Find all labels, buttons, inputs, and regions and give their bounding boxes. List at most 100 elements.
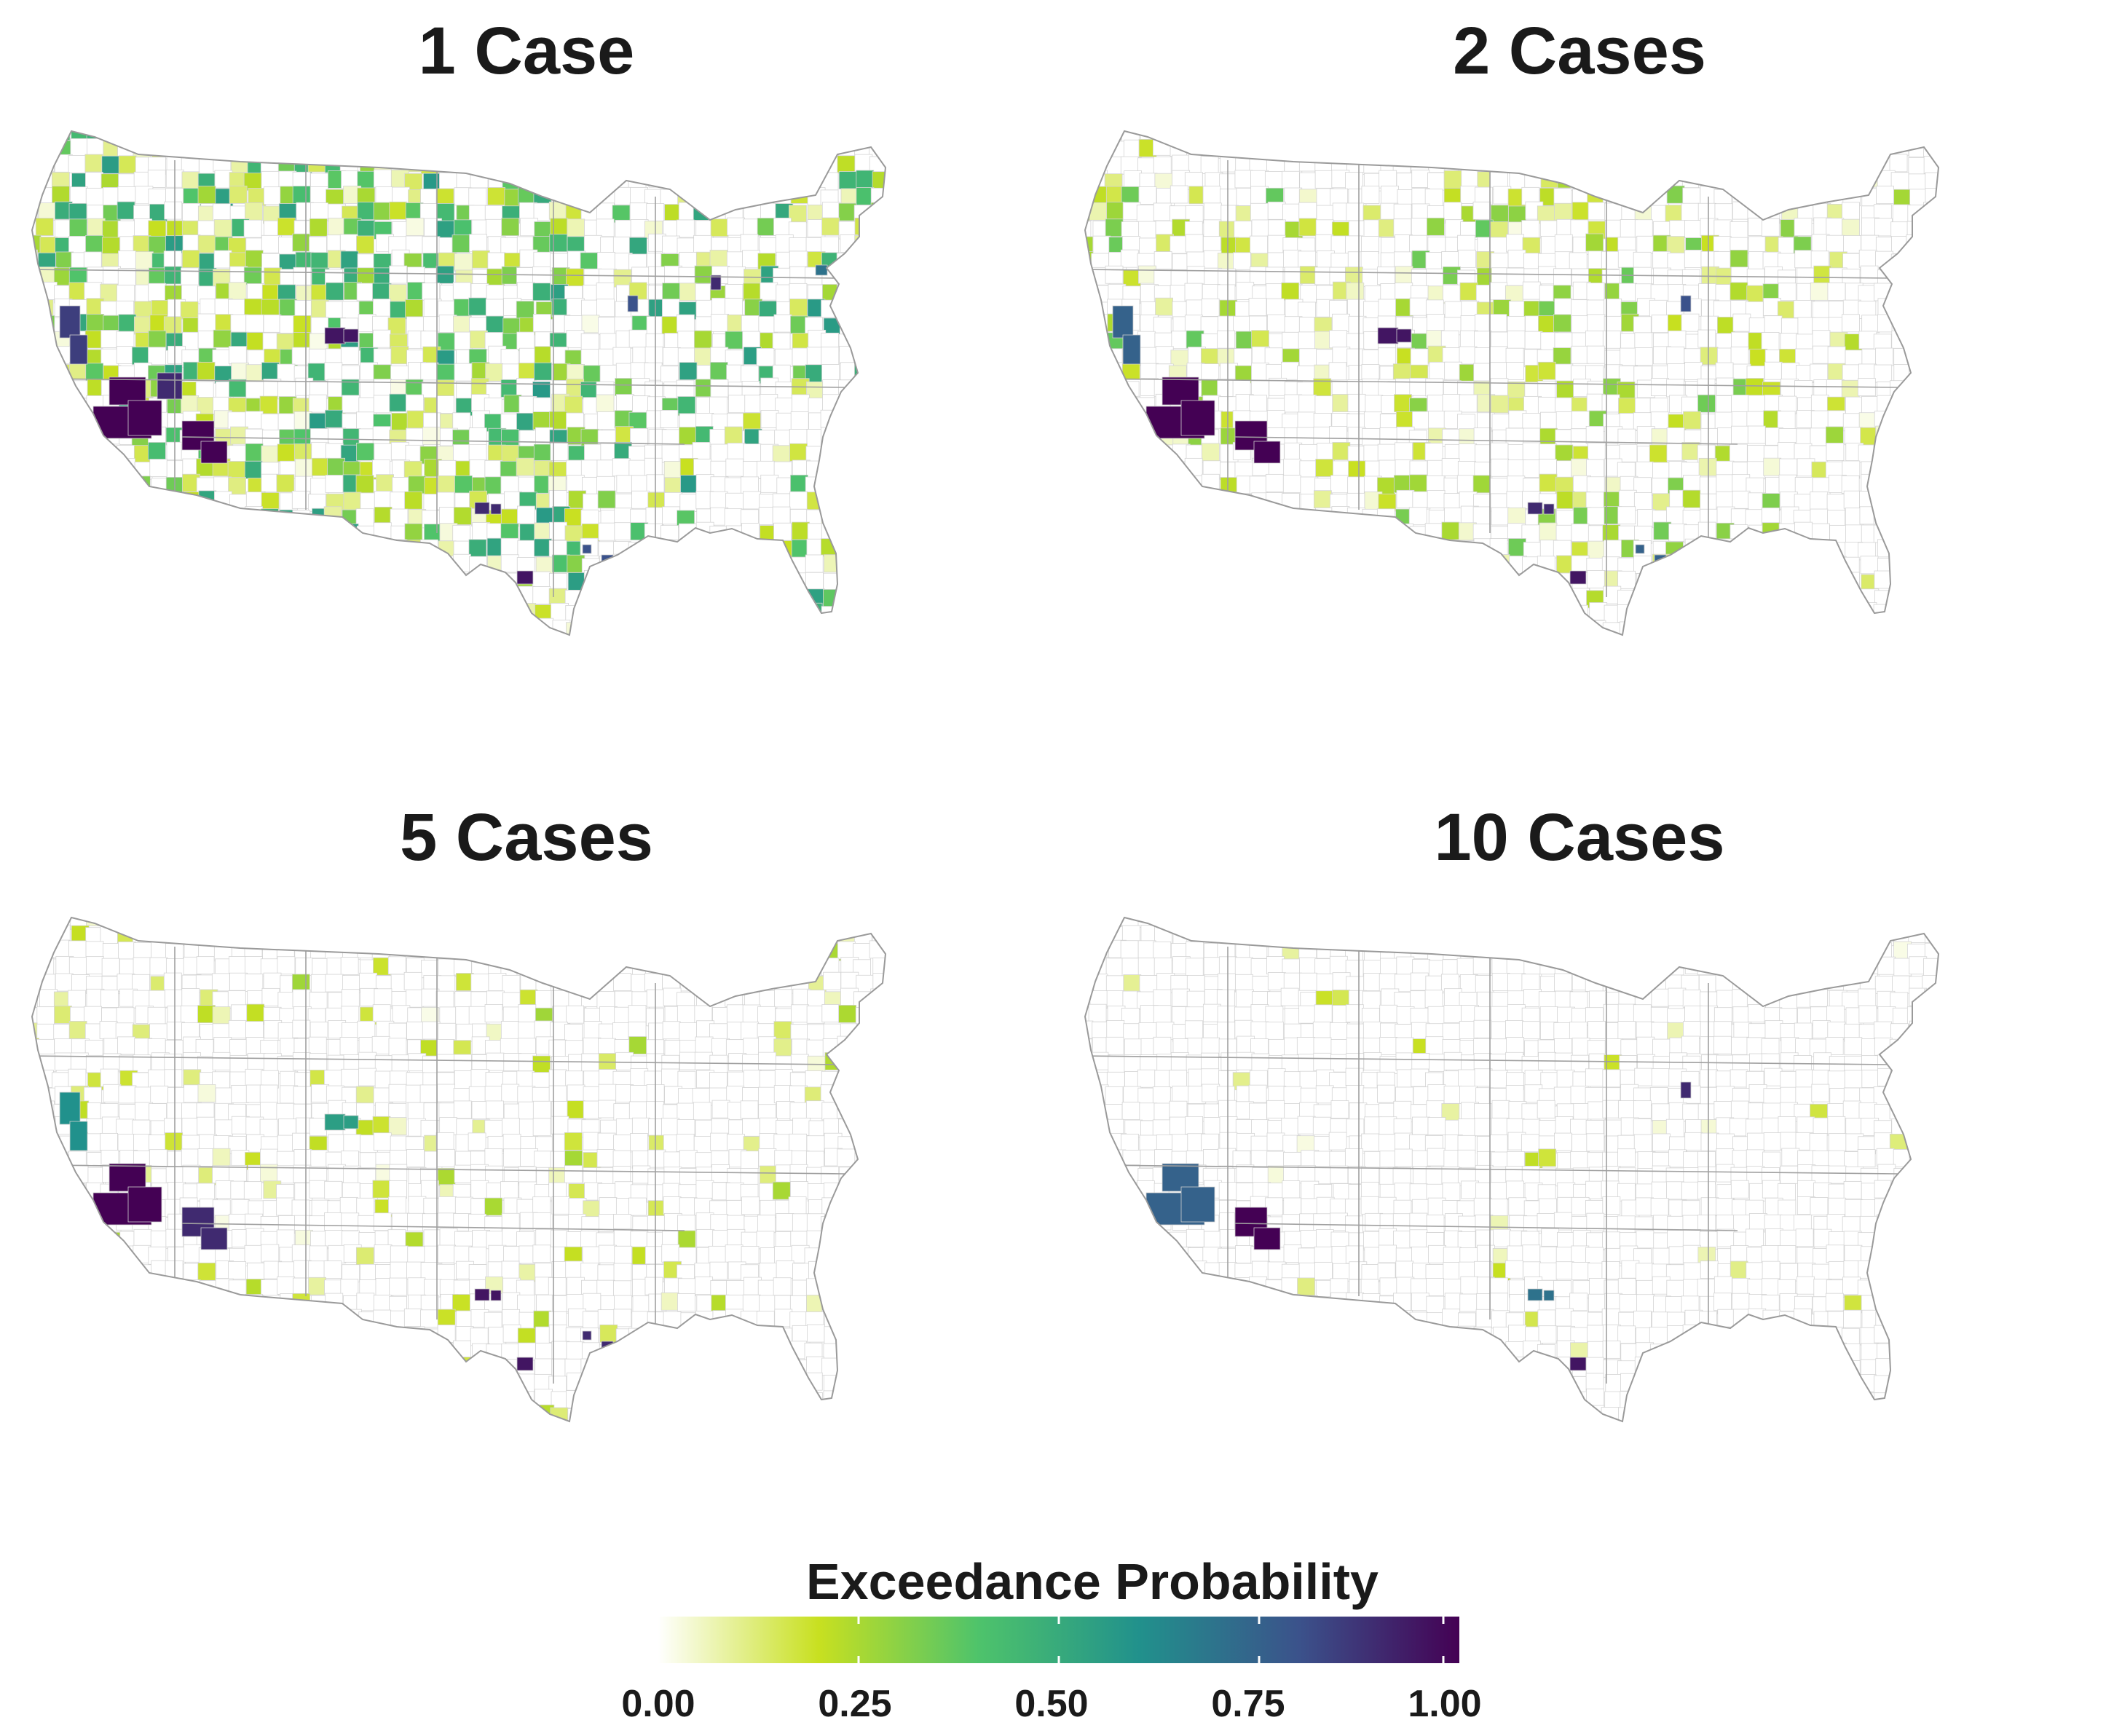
county-cell xyxy=(292,186,311,204)
county-cell xyxy=(1556,491,1575,509)
county-cell xyxy=(551,1196,570,1215)
county-cell xyxy=(599,157,618,176)
county-cell xyxy=(277,443,296,462)
county-cell xyxy=(516,378,535,396)
county-cell xyxy=(1091,603,1110,622)
county-cell xyxy=(245,572,264,591)
county-cell xyxy=(1670,651,1687,668)
county-cell xyxy=(1716,141,1735,159)
county-cell xyxy=(1813,653,1830,671)
county-cell xyxy=(344,924,362,943)
county-cell xyxy=(839,1054,858,1073)
county-cell xyxy=(1315,234,1334,253)
county-cell xyxy=(1184,606,1203,625)
county-cell xyxy=(887,1087,904,1105)
county-cell xyxy=(213,154,232,173)
county-cell xyxy=(454,1196,473,1215)
county-cell xyxy=(119,601,137,620)
county-cell xyxy=(662,1021,681,1040)
county-cell xyxy=(727,927,746,946)
county-cell xyxy=(1713,251,1732,269)
county-cell xyxy=(773,618,792,635)
county-cell xyxy=(886,300,904,317)
county-cell xyxy=(774,634,793,635)
county-cell xyxy=(887,203,904,221)
county-cell xyxy=(567,572,586,591)
county-cell xyxy=(119,475,138,494)
county-cell xyxy=(1234,131,1253,142)
county-cell xyxy=(648,558,667,576)
county-cell xyxy=(1472,475,1491,494)
county-cell xyxy=(1380,523,1399,541)
county-cell xyxy=(214,620,233,635)
county-cell xyxy=(1666,555,1685,574)
county-cell xyxy=(1922,478,1939,497)
county-cell xyxy=(564,157,583,176)
county-cell xyxy=(293,556,312,575)
county-cell xyxy=(789,205,807,224)
county-cell xyxy=(1473,574,1492,593)
county-cell xyxy=(1412,554,1431,573)
county-cell xyxy=(501,918,519,929)
county-cell xyxy=(1121,413,1140,431)
county-cell xyxy=(853,427,872,445)
county-cell xyxy=(1200,156,1219,174)
county-cell xyxy=(1365,395,1384,414)
county-cell xyxy=(1635,188,1654,206)
county-cell xyxy=(164,652,181,670)
county-cell xyxy=(1185,522,1204,541)
county-cell xyxy=(71,652,88,669)
county-cell xyxy=(772,445,791,464)
county-cell xyxy=(1137,638,1154,655)
county-cell xyxy=(741,315,760,334)
county-cell xyxy=(213,1037,232,1055)
county-cell xyxy=(197,925,216,944)
county-cell xyxy=(869,332,886,351)
county-cell xyxy=(1907,621,1926,635)
county-cell xyxy=(709,396,727,415)
county-cell xyxy=(326,138,344,157)
county-cell xyxy=(1089,346,1108,364)
county-cell xyxy=(68,1244,87,1263)
county-cell xyxy=(438,1244,456,1263)
county-cell xyxy=(870,1101,886,1119)
county-cell xyxy=(1331,571,1350,589)
county-cell xyxy=(837,538,856,557)
county-cell xyxy=(856,1151,875,1169)
county-cell xyxy=(32,918,42,930)
county-cell xyxy=(1266,283,1285,302)
county-cell xyxy=(1172,605,1191,624)
hotspot-chicago-illinois xyxy=(1680,295,1692,312)
county-cell xyxy=(741,620,760,635)
county-cell xyxy=(869,1200,886,1219)
county-cell xyxy=(1700,347,1719,366)
county-cell xyxy=(1730,221,1748,240)
county-cell xyxy=(1282,510,1301,528)
county-cell xyxy=(870,394,886,413)
county-cell xyxy=(325,409,343,428)
county-cell xyxy=(1328,362,1347,381)
county-cell xyxy=(451,131,470,142)
county-cell xyxy=(1716,395,1734,414)
county-cell xyxy=(596,459,615,478)
county-cell xyxy=(1554,234,1573,253)
county-cell xyxy=(1586,459,1604,478)
county-cell xyxy=(1700,618,1719,635)
county-cell xyxy=(389,265,408,284)
county-cell xyxy=(1684,220,1703,238)
county-cell xyxy=(1089,508,1108,527)
county-cell xyxy=(1908,460,1927,479)
county-cell xyxy=(1152,461,1171,479)
county-cell xyxy=(760,394,778,412)
county-cell xyxy=(38,202,57,221)
county-cell xyxy=(805,572,824,591)
county-cell xyxy=(117,186,136,205)
county-cell xyxy=(372,1004,391,1023)
county-cell xyxy=(1233,140,1252,158)
county-cell xyxy=(596,218,615,237)
county-cell xyxy=(1361,186,1380,204)
county-cell xyxy=(1218,539,1237,558)
county-cell xyxy=(1314,572,1333,591)
county-cell xyxy=(1636,235,1655,254)
county-cell xyxy=(807,1024,826,1043)
